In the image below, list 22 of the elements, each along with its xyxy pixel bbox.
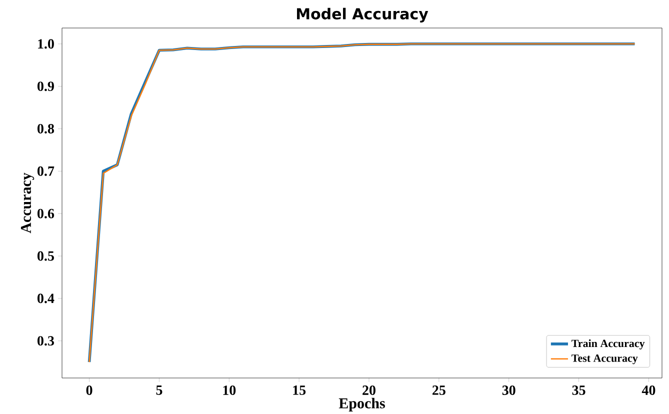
y-tick-label: 0.5 [38,251,54,261]
y-tick-label: 0.6 [38,208,54,218]
x-tick-label: 0 [86,386,92,395]
y-tick-label: 0.9 [38,82,54,92]
y-tick-label: 0.3 [38,336,54,346]
x-tick-label: 20 [362,386,376,395]
y-tick-label: 0.4 [38,294,54,304]
legend-label: Train Accuracy [572,339,645,350]
y-tick-label: 1.0 [38,39,54,49]
x-tick-label: 15 [293,386,306,395]
x-tick-label: 40 [642,386,656,395]
y-tick-label: 0.7 [38,166,54,176]
x-tick-label: 30 [502,386,516,395]
x-tick-label: 35 [572,386,586,395]
y-axis-title: Accuracy [20,172,34,234]
chart-title: Model Accuracy [297,8,428,22]
legend-label: Test Accuracy [572,354,638,364]
x-axis-title: Epochs [338,398,385,412]
y-tick-label: 0.8 [38,124,54,134]
x-tick-label: 5 [156,386,162,395]
x-tick-label: 25 [432,386,446,395]
x-tick-label: 10 [223,386,236,395]
